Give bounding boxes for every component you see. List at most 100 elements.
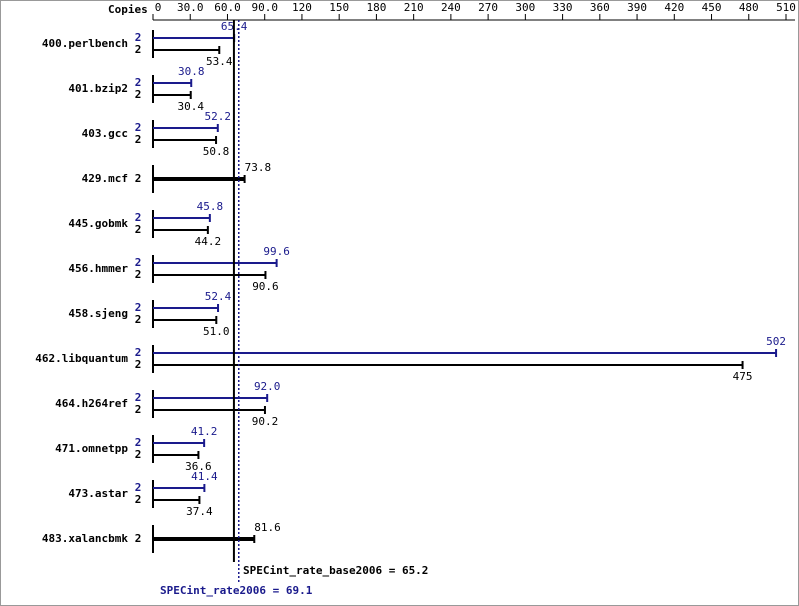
bar [153,352,777,354]
bar [153,537,255,541]
reference-label: SPECint_rate2006 = 69.1 [160,584,313,597]
bar [153,454,199,456]
copies-label: 2 [135,211,142,224]
bar [153,177,245,181]
copies-label: 2 [135,172,142,185]
value-label: 81.6 [254,521,281,534]
copies-label: 2 [135,532,142,545]
bar [153,229,208,231]
value-label: 45.8 [197,200,224,213]
value-label: 36.6 [185,460,212,473]
bar [153,442,205,444]
category-label: 429.mcf [82,172,128,185]
value-label: 41.2 [191,425,218,438]
bar [153,397,268,399]
bar [153,94,191,96]
x-tick-label: 390 [627,1,647,14]
category-label: 464.h264ref [55,397,128,410]
category-label: 462.libquantum [35,352,128,365]
copies-label: 2 [135,31,142,44]
x-tick-label: 480 [739,1,759,14]
value-label: 37.4 [186,505,213,518]
bar [153,139,217,141]
copies-label: 2 [135,403,142,416]
value-label: 90.6 [252,280,279,293]
x-tick-label: 30.0 [177,1,204,14]
bar [153,499,200,501]
x-tick-label: 90.0 [251,1,278,14]
bar [153,319,217,321]
value-label: 30.8 [178,65,205,78]
x-tick-label: 360 [590,1,610,14]
value-label: 51.0 [203,325,230,338]
bar [153,37,235,39]
value-label: 99.6 [263,245,290,258]
copies-label: 2 [135,268,142,281]
copies-label: 2 [135,88,142,101]
value-label: 52.4 [205,290,232,303]
copies-label: 2 [135,223,142,236]
copies-label: 2 [135,256,142,269]
x-tick-label: 150 [329,1,349,14]
copies-label: 2 [135,391,142,404]
copies-label: 2 [135,121,142,134]
category-label: 456.hmmer [68,262,128,275]
x-tick-label: 420 [664,1,684,14]
category-label: 400.perlbench [42,37,128,50]
value-label: 53.4 [206,55,233,68]
x-tick-label: 330 [553,1,573,14]
category-label: 445.gobmk [68,217,128,230]
x-tick-label: 270 [478,1,498,14]
copies-label: 2 [135,76,142,89]
x-tick-label: 180 [366,1,386,14]
value-label: 50.8 [203,145,230,158]
x-tick-label: 0 [155,1,162,14]
bar [153,409,265,411]
bar [153,307,219,309]
bar [153,262,277,264]
x-tick-label: 120 [292,1,312,14]
bar [153,364,743,366]
bar [153,127,218,129]
value-label: 44.2 [195,235,222,248]
bar [153,217,210,219]
value-label: 52.2 [205,110,232,123]
value-label: 502 [766,335,786,348]
copies-label: 2 [135,346,142,359]
copies-label: 2 [135,481,142,494]
copies-header: Copies [108,3,148,16]
copies-label: 2 [135,436,142,449]
value-label: 475 [733,370,753,383]
x-tick-label: 300 [515,1,535,14]
copies-label: 2 [135,43,142,56]
x-tick-label: 60.0 [214,1,241,14]
value-label: 30.4 [177,100,204,113]
x-tick-label: 240 [441,1,461,14]
category-label: 403.gcc [82,127,128,140]
value-label: 90.2 [252,415,279,428]
copies-label: 2 [135,133,142,146]
value-label: 92.0 [254,380,281,393]
bar [153,487,205,489]
copies-label: 2 [135,313,142,326]
copies-label: 2 [135,493,142,506]
copies-label: 2 [135,358,142,371]
value-label: 73.8 [245,161,272,174]
x-tick-label: 210 [404,1,424,14]
category-label: 401.bzip2 [68,82,128,95]
reference-label: SPECint_rate_base2006 = 65.2 [243,564,428,577]
bar [153,49,220,51]
category-label: 483.xalancbmk [42,532,128,545]
bar [153,82,192,84]
copies-label: 2 [135,301,142,314]
category-label: 473.astar [68,487,128,500]
category-label: 458.sjeng [68,307,128,320]
x-tick-label: 510 [776,1,796,14]
category-label: 471.omnetpp [55,442,128,455]
x-tick-label: 450 [702,1,722,14]
copies-label: 2 [135,448,142,461]
value-label: 41.4 [191,470,218,483]
